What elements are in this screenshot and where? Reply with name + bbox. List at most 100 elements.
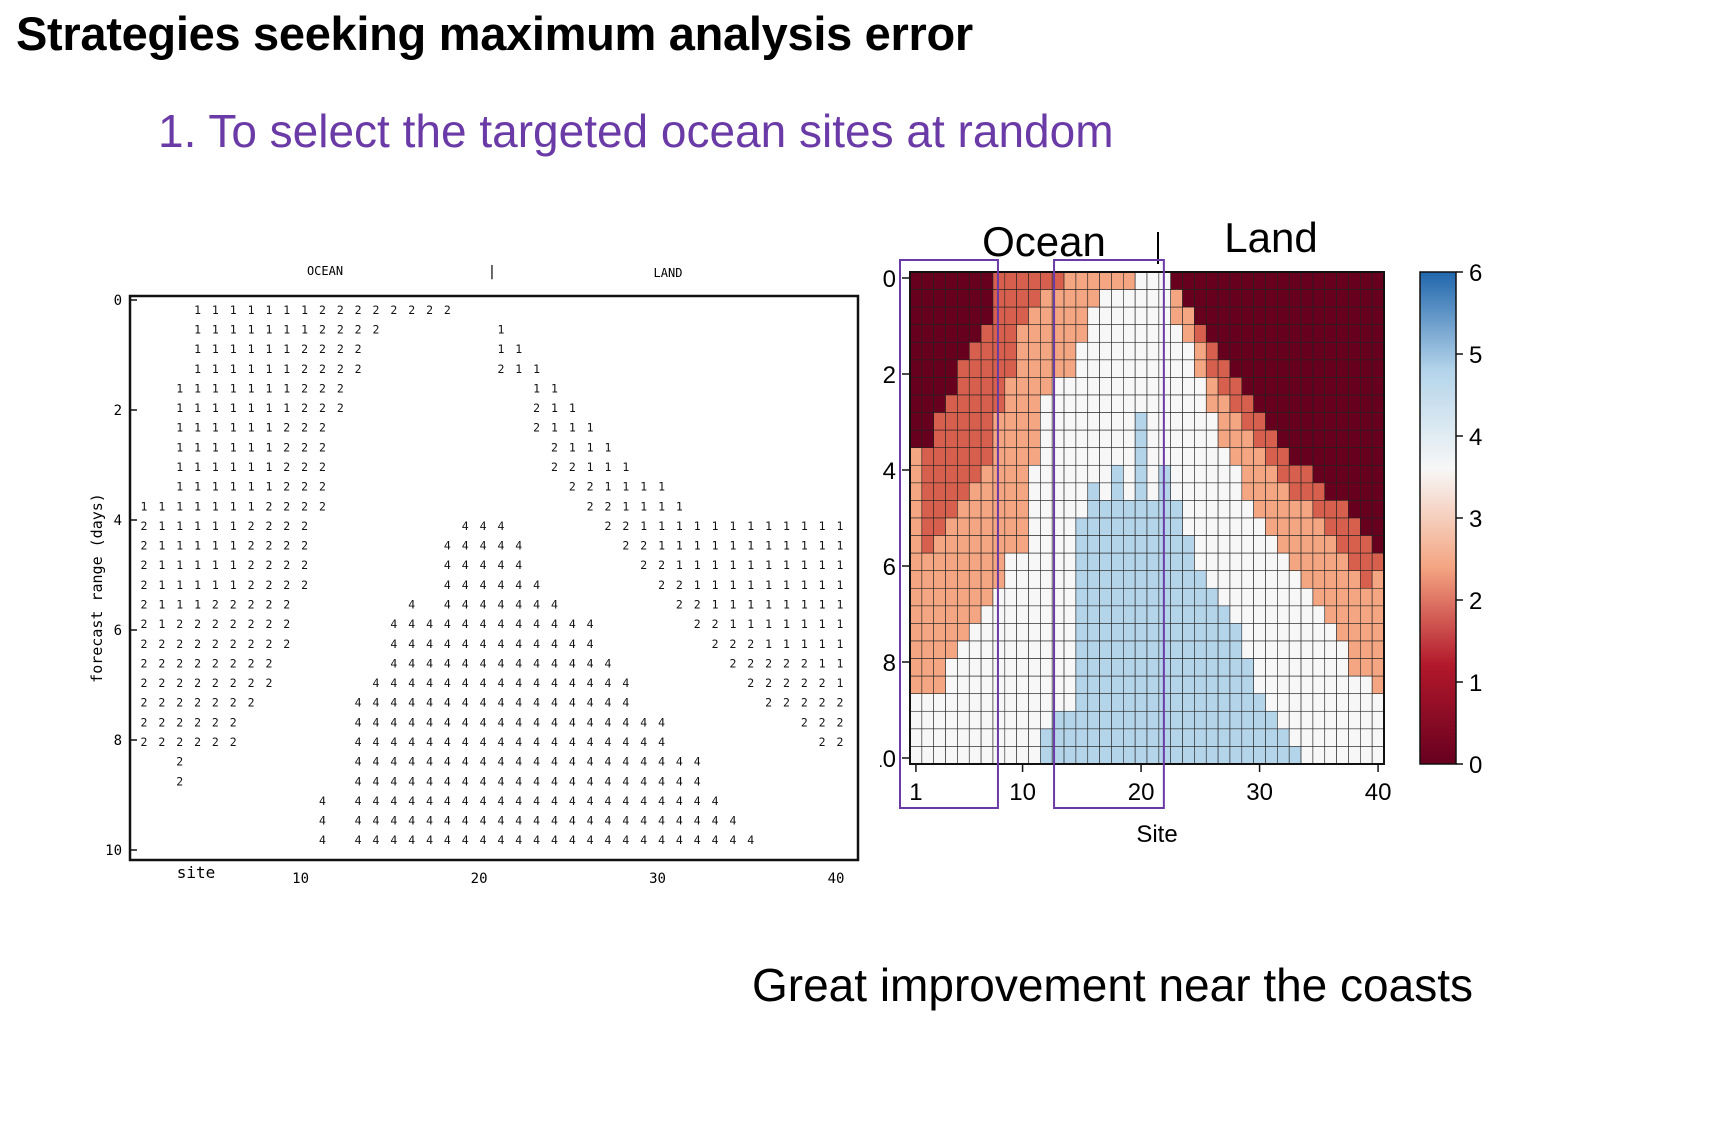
heatmap-cell: [909, 447, 923, 466]
left-digit-mark: 4: [515, 578, 522, 592]
left-digit-mark: 1: [551, 421, 558, 435]
left-digit-mark: 2: [801, 696, 808, 710]
heatmap-cell: [1099, 271, 1112, 290]
colorbar-tick-label: 1: [1469, 670, 1482, 697]
heatmap-cell: [980, 341, 994, 361]
heatmap-cell: [1205, 658, 1219, 677]
left-digit-mark: 1: [765, 597, 772, 611]
heatmap-cell: [1288, 306, 1302, 326]
heatmap-cell: [1134, 693, 1148, 712]
heatmap-cell: [1004, 482, 1017, 501]
heatmap-cell: [1277, 359, 1290, 378]
heatmap-cell: [1123, 341, 1136, 361]
heatmap-cell: [1229, 587, 1243, 607]
heatmap-cell: [1099, 412, 1112, 431]
heatmap-cell: [968, 623, 982, 642]
left-digit-mark: 1: [712, 597, 719, 611]
left-digit-mark: 1: [283, 342, 290, 356]
left-digit-mark: 2: [283, 480, 290, 494]
left-digit-mark: 2: [176, 715, 183, 729]
left-digit-mark: 4: [515, 637, 522, 651]
heatmap-cell: [1028, 640, 1041, 659]
heatmap-cell: [1075, 710, 1089, 730]
left-digit-mark: 4: [515, 814, 522, 828]
heatmap-cell: [1265, 640, 1278, 659]
left-digit-mark: 4: [497, 794, 504, 808]
left-digit-mark: 2: [301, 342, 308, 356]
heatmap-cell: [1336, 271, 1349, 290]
heatmap-cell: [1028, 728, 1041, 747]
heatmap-cell: [1312, 377, 1326, 396]
heatmap-cell: [1170, 552, 1183, 572]
heatmap-cell: [1099, 394, 1112, 413]
left-digit-mark: 1: [194, 578, 201, 592]
heatmap-cell: [1170, 464, 1183, 484]
heatmap-cell: [1123, 640, 1136, 659]
left-digit-mark: 2: [265, 558, 272, 572]
left-digit-mark: 1: [212, 381, 219, 395]
left-digit-mark: 1: [158, 499, 165, 513]
left-digit-mark: 1: [712, 539, 719, 553]
left-digit-mark: 1: [212, 499, 219, 513]
left-digit-mark: 2: [819, 715, 826, 729]
right-ytick-label: 4: [883, 458, 896, 485]
heatmap-cell: [957, 640, 970, 659]
left-digit-mark: 2: [194, 656, 201, 670]
heatmap-cell: [1028, 623, 1041, 642]
heatmap-cell: [980, 675, 994, 695]
heatmap-cell: [1359, 675, 1373, 695]
heatmap-cell: [1087, 658, 1100, 677]
heatmap-cell: [1134, 728, 1148, 747]
heatmap-cell: [1288, 412, 1302, 431]
heatmap-cell: [1336, 640, 1349, 659]
heatmap-cell: [1229, 640, 1243, 659]
left-digit-mark: 4: [515, 755, 522, 769]
heatmap-cell: [1146, 517, 1160, 536]
heatmap-cell: [1123, 605, 1136, 624]
left-digit-mark: 1: [783, 578, 790, 592]
left-digit-mark: 1: [248, 460, 255, 474]
heatmap-cell: [1217, 623, 1231, 642]
heatmap-cell: [1134, 359, 1148, 378]
left-digit-mark: 4: [480, 617, 487, 631]
heatmap-cell: [1075, 640, 1089, 659]
heatmap-cell: [1134, 306, 1148, 326]
heatmap-cell: [1359, 517, 1373, 536]
heatmap-cell: [1300, 746, 1314, 765]
heatmap-cell: [1146, 324, 1160, 343]
heatmap-cell: [1265, 693, 1278, 712]
heatmap-cell: [1016, 623, 1029, 642]
heatmap-cell: [909, 289, 923, 308]
heatmap-cell: [1300, 675, 1314, 695]
left-digit-mark: 1: [194, 381, 201, 395]
heatmap-cell: [1075, 271, 1089, 290]
heatmap-cell: [1371, 306, 1385, 326]
left-digit-mark: 4: [712, 794, 719, 808]
left-ytick-label: 6: [114, 623, 122, 639]
heatmap-cell: [945, 552, 958, 572]
heatmap-cell: [1063, 658, 1077, 677]
heatmap-cell: [1134, 746, 1148, 765]
heatmap-cell: [1028, 429, 1041, 449]
heatmap-cell: [1348, 658, 1361, 677]
left-digit-mark: 4: [747, 833, 754, 847]
heatmap-cell: [1312, 271, 1326, 290]
heatmap-cell: [909, 377, 923, 396]
heatmap-cell: [1241, 482, 1254, 501]
heatmap-cell: [1182, 623, 1195, 642]
heatmap-cell: [1004, 605, 1017, 624]
heatmap-cell: [1217, 746, 1231, 765]
left-digit-mark: 2: [248, 696, 255, 710]
left-digit-mark: 4: [480, 774, 487, 788]
heatmap-cell: [1288, 289, 1302, 308]
left-digit-mark: 4: [640, 755, 647, 769]
heatmap-cell: [1324, 271, 1337, 290]
left-digit-mark: 1: [533, 381, 540, 395]
heatmap-cell: [1288, 710, 1302, 730]
left-digit-mark: 2: [729, 637, 736, 651]
left-digit-mark: 2: [176, 656, 183, 670]
heatmap-cell: [1312, 675, 1326, 695]
heatmap-cell: [1028, 341, 1041, 361]
left-digit-mark: 1: [729, 539, 736, 553]
left-digit-mark: 1: [194, 558, 201, 572]
